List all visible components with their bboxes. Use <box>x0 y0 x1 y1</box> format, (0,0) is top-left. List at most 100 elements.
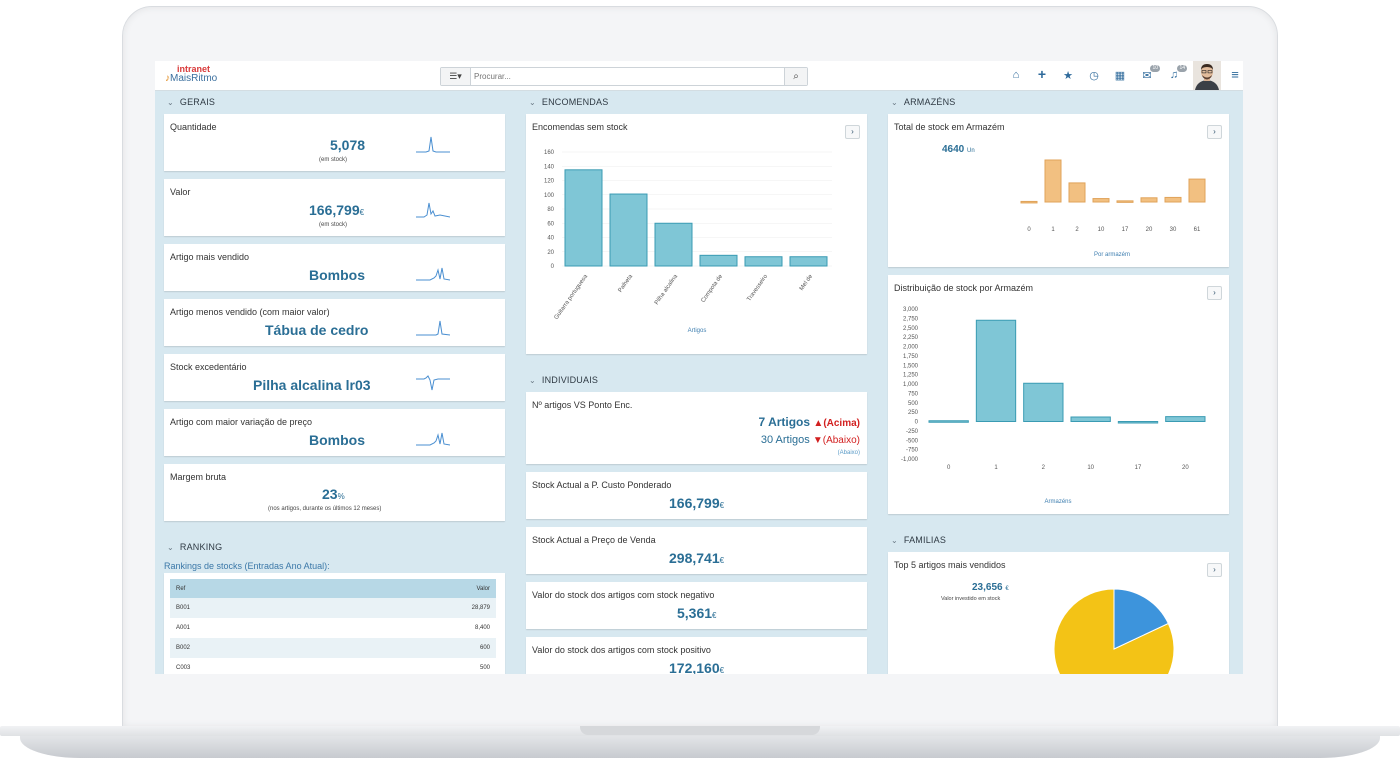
kpi-label: Margem bruta <box>170 472 227 482</box>
section-gerais-title: GERAIS <box>179 97 216 107</box>
kpi-value: Pilha alcalina lr03 <box>253 377 371 393</box>
chart-card-familias: Top 5 artigos mais vendidos › 23,656 € V… <box>888 552 1229 674</box>
bell-icon[interactable]: ♫ 14 <box>1169 65 1187 81</box>
abaixo-link[interactable]: (Abaixo) <box>837 450 860 456</box>
plus-icon[interactable]: + <box>1037 66 1047 82</box>
kpi-card-mais-vendido: Artigo mais vendido Bombos <box>164 244 505 291</box>
bar <box>1020 200 1038 204</box>
kpi-label: Valor <box>170 187 191 197</box>
kpi-card-valor: Valor 166,799€ (em stock) <box>164 179 505 236</box>
chevron-right-icon[interactable]: › <box>1207 286 1222 300</box>
card-stock-positivo: Valor do stock dos artigos com stock pos… <box>526 637 867 674</box>
sparkline <box>416 432 450 446</box>
bar-chart-distribuicao: -1,000 -750 -500 -250 0 250 500 750 1,000 1,250 1,… <box>901 307 1206 505</box>
x-tick-label: Compota de <box>700 273 724 304</box>
bar <box>1068 182 1086 203</box>
section-encomendas[interactable]: ⌄ ENCOMENDAS <box>529 97 608 107</box>
y-tick-label: 40 <box>547 236 554 242</box>
home-icon[interactable]: ⌂ <box>1012 69 1020 81</box>
bar <box>609 193 648 267</box>
section-familias[interactable]: ⌄ FAMILIAS <box>891 535 946 545</box>
bar <box>975 319 1017 422</box>
section-gerais[interactable]: ⌄ GERAIS <box>167 97 215 107</box>
x-tick-label: 17 <box>1122 227 1129 233</box>
avatar[interactable] <box>1193 61 1221 90</box>
card-value: 5,361€ <box>677 605 717 621</box>
search-input[interactable] <box>474 70 764 83</box>
calendar-icon[interactable]: ▦ <box>1114 70 1126 82</box>
chart-title: Top 5 artigos mais vendidos <box>894 560 1006 570</box>
chart-card-total-stock: Total de stock em Armazém › 4640 Un 0 1 2 1… <box>888 114 1229 267</box>
y-tick-label: 140 <box>544 164 555 170</box>
y-tick-label: -1,000 <box>901 457 919 463</box>
chart-card-distribuicao: Distribuição de stock por Armazém › -1,0… <box>888 275 1229 514</box>
bar <box>1117 421 1159 424</box>
section-individuais[interactable]: ⌄ INDIVIDUAIS <box>529 375 598 385</box>
pie-chart-familias <box>1053 588 1175 674</box>
y-tick-label: 60 <box>547 221 554 227</box>
chevron-down-icon: ⌄ <box>167 98 174 107</box>
magnifier-icon[interactable]: ⌕ <box>784 68 807 85</box>
section-ranking[interactable]: ⌄ RANKING <box>167 542 222 552</box>
table-row[interactable]: A001 8,400 <box>170 618 496 638</box>
kpi-value: 23% <box>322 486 345 502</box>
chevron-right-icon[interactable]: › <box>1207 125 1222 139</box>
table-row[interactable]: B001 28,879 <box>170 598 496 618</box>
y-tick-label: 2,500 <box>903 326 919 332</box>
search-bar: ☰▾ ⌕ <box>440 67 808 86</box>
star-icon[interactable]: ★ <box>1063 70 1073 82</box>
bar <box>699 254 738 267</box>
cell-valor: 28,879 <box>471 605 490 611</box>
y-tick-label: 0 <box>551 264 555 270</box>
kpi-card-menos-vendido: Artigo menos vendido (com maior valor) T… <box>164 299 505 346</box>
x-tick-label: Guitarra portuguesa <box>554 273 590 321</box>
column-header-ref[interactable]: Ref <box>176 586 186 592</box>
familias-value: 23,656 € <box>972 582 1009 593</box>
card-label: Valor do stock dos artigos com stock pos… <box>532 645 711 655</box>
cell-ref: B002 <box>176 645 191 651</box>
hamburger-icon[interactable]: ≡ <box>1231 67 1239 82</box>
x-tick-label: Travesseiro <box>746 273 769 302</box>
acima-label: (Acima) <box>823 418 860 429</box>
y-tick-label: 2,250 <box>903 335 919 341</box>
y-tick-label: 20 <box>547 250 554 256</box>
table-header: Ref Valor <box>170 579 496 598</box>
y-tick-label: -500 <box>906 438 919 444</box>
card-label: Stock Actual a P. Custo Ponderado <box>532 480 672 490</box>
kpi-card-stock-excedentario: Stock excedentário Pilha alcalina lr03 <box>164 354 505 401</box>
bar-chart-encomendas: 0 20 40 60 80 100 120 140 160 Guitarra portuguesa… <box>544 150 832 334</box>
chevron-right-icon[interactable]: › <box>1207 563 1222 577</box>
cell-valor: 8,400 <box>474 625 490 631</box>
x-tick-label: Mel de <box>799 273 815 292</box>
total-stock-value: 4640 Un <box>942 144 975 155</box>
table-row[interactable]: B002 600 <box>170 638 496 658</box>
kpi-sub: (nos artigos, durante os últimos 12 mese… <box>268 506 382 512</box>
logo-line1: intranet <box>177 64 211 74</box>
app-logo[interactable]: intranet ♪MaisRitmo <box>165 64 217 84</box>
x-tick-label: 1 <box>994 465 998 471</box>
y-tick-label: 1,000 <box>903 382 919 388</box>
kpi-label: Quantidade <box>170 122 217 132</box>
x-tick-label: 30 <box>1170 227 1177 233</box>
acima-line: 7 Artigos ▲(Acima) <box>759 415 861 429</box>
clock-icon[interactable]: ◷ <box>1089 70 1099 82</box>
x-tick-label: 1 <box>1051 227 1055 233</box>
section-armazens[interactable]: ⌄ ARMAZÉNS <box>891 97 956 107</box>
card-ponto-enc: Nº artigos VS Ponto Enc. 7 Artigos ▲(Aci… <box>526 392 867 464</box>
x-tick-label: 10 <box>1087 465 1094 471</box>
x-tick-label: 20 <box>1182 465 1189 471</box>
inbox-icon[interactable]: ✉ 10 <box>1142 65 1160 82</box>
kpi-label: Stock excedentário <box>170 362 247 372</box>
column-header-valor[interactable]: Valor <box>476 586 490 592</box>
bar <box>789 256 828 267</box>
x-tick-label: 17 <box>1135 465 1142 471</box>
kpi-sub: (em stock) <box>319 157 348 163</box>
y-tick-label: 0 <box>915 420 919 426</box>
sparkline <box>416 267 450 281</box>
list-icon[interactable]: ☰▾ <box>441 68 471 85</box>
abaixo-value: 30 Artigos <box>760 434 810 446</box>
bell-badge: 14 <box>1177 65 1187 72</box>
table-row[interactable]: C003 500 <box>170 658 496 674</box>
bar <box>1116 200 1134 203</box>
chevron-right-icon[interactable]: › <box>845 125 860 139</box>
